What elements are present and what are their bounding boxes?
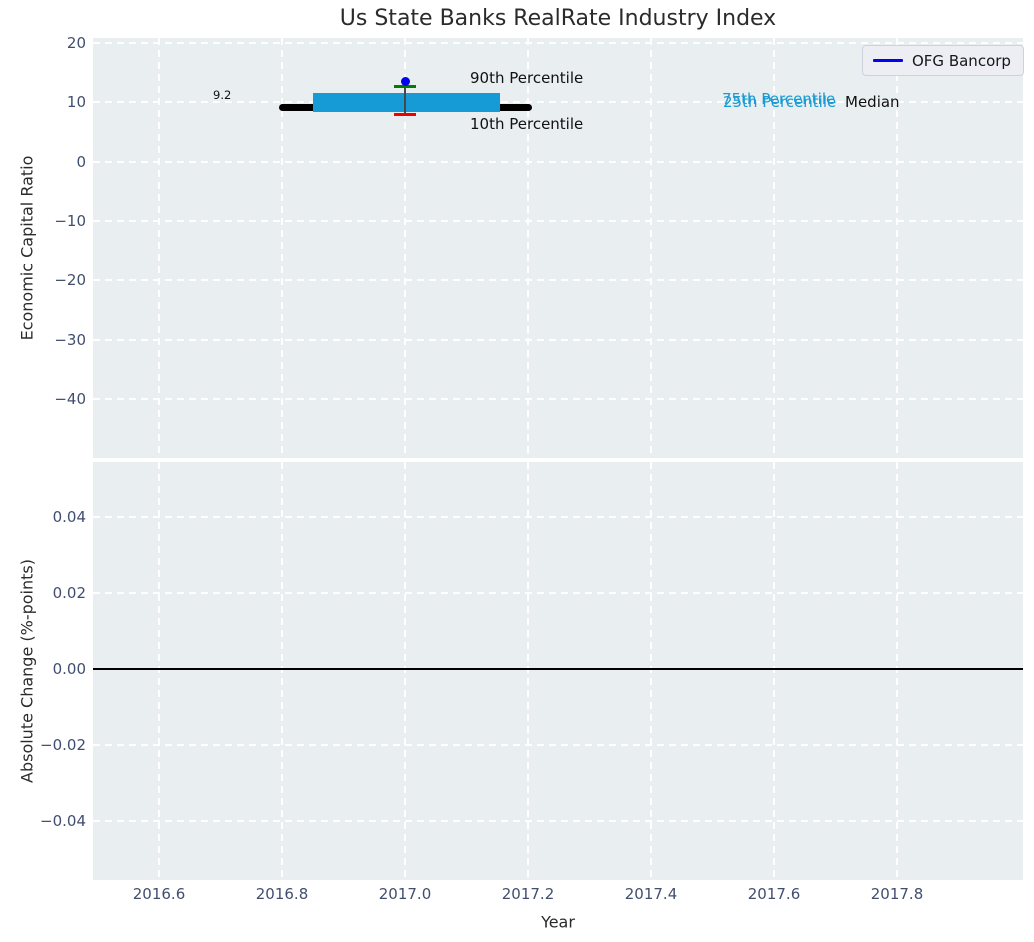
y-tick-label: −10 [54,211,86,230]
gridline-vertical [404,462,406,880]
y-tick-label: 0 [76,152,86,171]
percentile-whisker-line [404,86,406,115]
gridline-vertical [158,38,160,458]
p90-annotation: 90th Percentile [470,69,584,87]
p90-cap [394,84,416,88]
y-tick-label: −40 [54,389,86,408]
gridline-horizontal [93,160,1023,163]
y-tick-label: −30 [54,330,86,349]
x-axis-label: Year [541,912,575,932]
chart-title: Us State Banks RealRate Industry Index [339,6,777,31]
x-tick-label: 2016.8 [255,885,309,903]
y-tick-label: −0.04 [40,812,86,830]
gridline-horizontal [93,397,1023,400]
gridline-horizontal [93,219,1023,222]
x-tick-label: 2017.4 [624,885,678,903]
legend-line-swatch [873,59,903,62]
legend-label: OFG Bancorp [912,51,1011,70]
y-tick-label: 10 [66,93,86,112]
zero-line [93,668,1023,670]
p25-annotation: 25th Percentile [723,93,837,111]
iqr-bar [312,93,501,113]
y-tick-label: 0.02 [52,584,86,602]
gridline-vertical [773,462,775,880]
gridline-vertical [650,462,652,880]
gridline-vertical [281,38,283,458]
gridline-vertical [896,38,898,458]
gridline-horizontal [93,42,1023,44]
p10-annotation: 10th Percentile [470,115,584,133]
x-tick-label: 2017.0 [378,885,432,903]
top-subplot: 9.2 90th Percentile 10th Percentile 75th… [93,38,1024,458]
x-tick-label: 2016.6 [132,885,186,903]
gridline-horizontal [93,592,1023,594]
gridline-vertical [527,462,529,880]
p75-annotation: 75th Percentile [722,90,836,108]
gridline-horizontal [93,279,1023,282]
gridline-vertical [527,38,529,458]
x-tick-label: 2017.8 [870,885,924,903]
median-value-label: 9.2 [213,88,232,102]
gridline-vertical [158,462,160,880]
gridline-vertical [650,38,652,458]
p10-cap [394,113,416,117]
x-tick-label: 2017.2 [501,885,555,903]
bottom-subplot [93,462,1023,880]
legend: OFG Bancorp [862,45,1024,76]
y-tick-label: 0.04 [52,508,86,526]
gridline-horizontal [93,516,1023,518]
gridline-horizontal [93,338,1023,341]
median-annotation: Median [845,93,900,111]
gridline-horizontal [93,744,1023,746]
gridline-vertical [896,462,898,880]
y-tick-label: −0.02 [40,736,86,754]
gridline-vertical [773,38,775,458]
y-tick-label: 20 [66,34,86,52]
top-y-axis-label: Economic Capital Ratio [17,155,37,341]
gridline-vertical [281,462,283,880]
gridline-horizontal [93,820,1023,822]
gridline-horizontal [93,101,1023,104]
y-tick-label: 0.00 [52,660,86,678]
x-tick-label: 2017.6 [747,885,801,903]
y-tick-label: −20 [54,271,86,290]
ofg-bancorp-point [400,77,410,87]
gridline-vertical [404,38,406,458]
